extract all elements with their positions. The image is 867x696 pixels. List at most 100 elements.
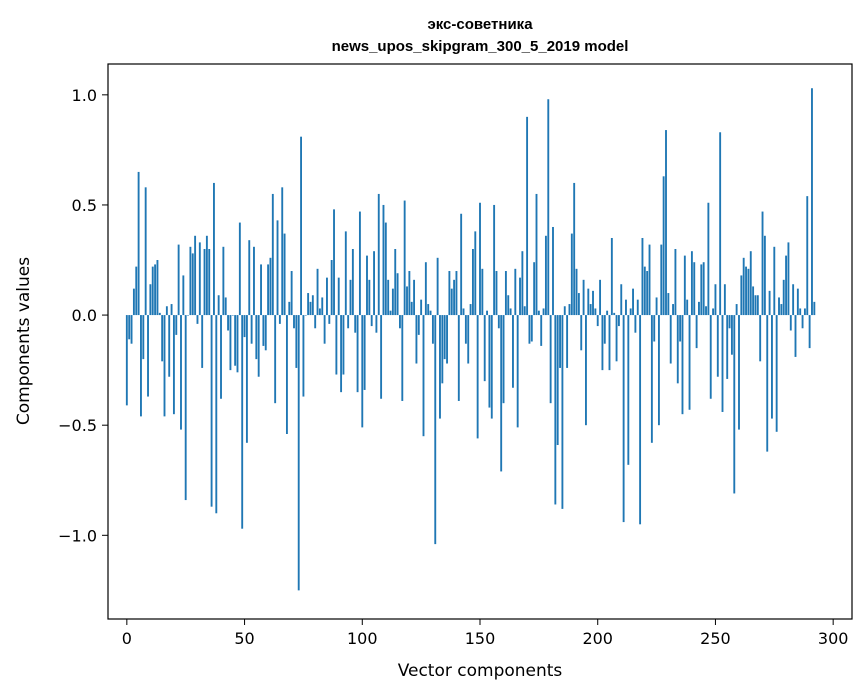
bar-230 [667,293,670,316]
x-tick-label-100: 100 [347,629,378,648]
bar-212 [625,299,627,316]
bar-71 [293,315,295,329]
bar-279 [782,279,785,316]
x-tick-label-300: 300 [818,629,849,648]
bar-183 [556,315,559,446]
bar-214 [629,308,632,316]
bar-203 [603,315,606,344]
bar-273 [768,290,771,316]
bars-group [125,88,816,591]
x-tick-label-150: 150 [465,629,496,648]
bar-197 [589,304,592,316]
bar-169 [523,306,526,316]
bar-93 [344,231,347,316]
bar-109 [382,204,385,316]
bar-291 [811,88,813,316]
bar-103 [368,279,371,316]
bar-278 [780,304,783,316]
bar-119 [406,286,408,316]
bar-196 [587,288,590,316]
bar-94 [347,315,350,329]
bar-284 [794,315,797,357]
bar-178 [544,235,547,316]
bar-249 [712,308,715,316]
bar-17 [165,306,168,316]
y-axis-label: Components values [14,257,34,425]
bar-168 [521,251,524,316]
bar-120 [408,271,411,316]
bar-155 [490,315,493,419]
bar-18 [168,315,171,377]
bar-62 [271,193,274,316]
bar-211 [622,315,625,523]
bar-58 [262,315,265,346]
bar-96 [351,249,354,316]
bar-115 [396,273,399,316]
bar-189 [570,233,573,316]
bar-182 [554,315,557,505]
bar-255 [726,315,729,379]
bar-41 [222,246,225,316]
bar-0 [125,315,128,406]
bar-40 [220,315,222,399]
bar-288 [803,308,806,316]
bar-54 [253,246,255,316]
bar-98 [356,315,359,393]
y-tick-label-0: 1.0 [72,86,97,105]
bar-90 [337,277,340,316]
bar-81 [316,268,319,316]
bar-32 [201,315,204,368]
bar-272 [766,315,769,452]
bar-5 [137,171,140,316]
bar-218 [639,315,642,525]
bar-224 [653,315,656,342]
bar-129 [429,310,432,316]
plot-frame [107,63,853,620]
bar-21 [175,315,178,335]
bar-104 [370,315,373,327]
bar-132 [436,257,439,316]
bar-269 [759,315,762,362]
bar-261 [740,275,743,316]
bar-92 [342,315,345,375]
bar-66 [281,187,284,316]
chart-subtitle: news_upos_skipgram_300_5_2019 model [332,38,629,55]
bar-130 [431,315,434,344]
bar-37 [213,182,215,316]
bar-4 [135,266,138,316]
bar-29 [194,235,197,316]
bar-152 [483,315,486,382]
bar-2 [130,315,133,344]
bar-241 [693,262,696,316]
bar-139 [453,279,456,316]
bar-184 [559,315,561,368]
bar-83 [321,297,324,316]
bar-43 [227,315,230,331]
bar-142 [460,213,463,316]
bar-210 [620,284,623,316]
bar-68 [285,315,288,434]
bar-95 [349,279,352,316]
bar-199 [594,308,597,316]
bar-51 [245,315,248,443]
bar-59 [264,315,267,351]
bar-146 [469,304,472,316]
bar-235 [679,315,682,342]
bar-167 [519,277,521,316]
bar-114 [394,249,397,316]
bar-127 [424,262,427,316]
bar-240 [690,251,693,316]
bar-12 [154,264,157,316]
bar-136 [446,315,448,364]
bar-140 [455,271,458,316]
bar-262 [742,257,745,316]
bar-174 [535,193,538,316]
bar-179 [547,99,550,316]
bar-67 [283,233,286,316]
bar-105 [373,251,375,316]
y-tick-label-1: 0.5 [72,196,97,215]
bar-162 [507,295,510,316]
bar-26 [187,315,189,316]
bar-159 [500,315,503,472]
bar-281 [787,242,790,316]
